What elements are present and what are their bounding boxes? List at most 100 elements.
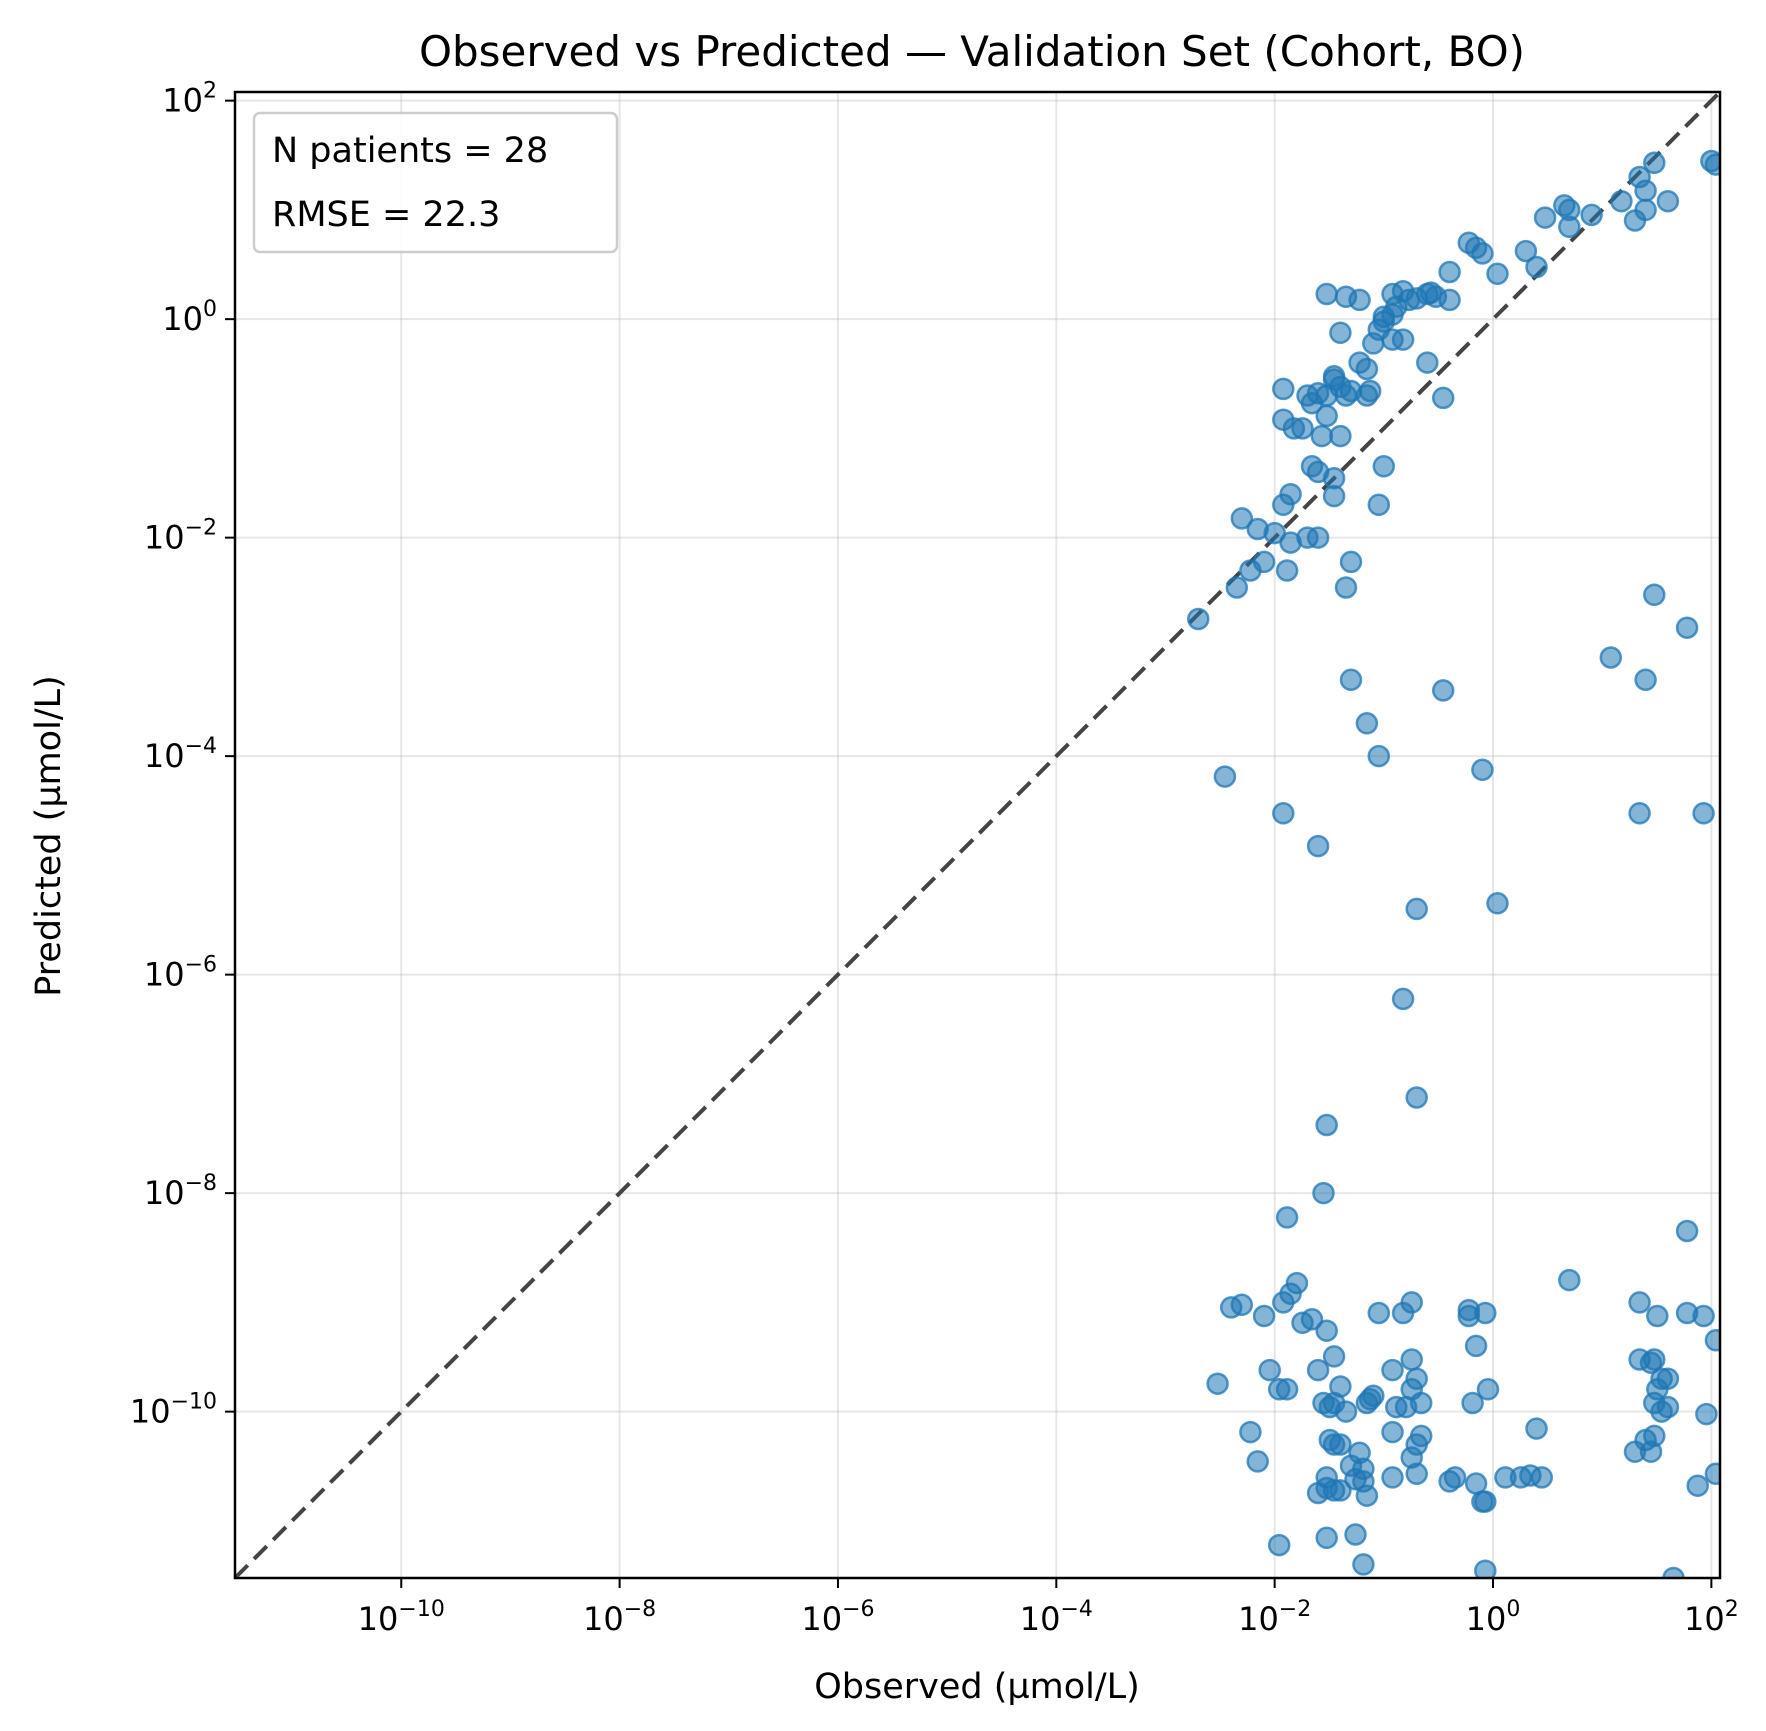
data-point: [1315, 404, 1338, 428]
data-point: [1405, 1086, 1428, 1109]
data-point: [1348, 288, 1371, 312]
data-point: [1514, 239, 1538, 263]
data-point: [1438, 288, 1461, 312]
data-point: [1474, 1301, 1497, 1325]
data-point: [1329, 1433, 1352, 1456]
data-point: [1461, 1391, 1484, 1415]
data-point: [1230, 507, 1254, 530]
data-point: [1279, 482, 1302, 506]
data-points: [1187, 149, 1720, 1578]
grid-lines: [235, 92, 1720, 1578]
data-point: [1643, 1424, 1666, 1448]
data-point: [1405, 897, 1428, 921]
data-point: [1533, 206, 1557, 229]
data-point: [1310, 424, 1334, 448]
data-point: [1272, 377, 1295, 401]
data-point: [1525, 255, 1548, 279]
y-tick-label: 10−10: [130, 1390, 217, 1431]
y-tick-label: 102: [162, 79, 217, 120]
data-point: [1464, 1334, 1488, 1358]
data-point: [1339, 668, 1363, 692]
data-point: [1643, 583, 1666, 607]
legend: N patients = 28 RMSE = 22.3: [252, 111, 619, 254]
chart-title: Observed vs Predicted — Validation Set (…: [419, 27, 1525, 76]
data-point: [1471, 758, 1494, 782]
data-point: [1315, 1113, 1338, 1137]
y-tick-label: 10−8: [144, 1171, 217, 1212]
data-point: [1300, 1308, 1324, 1331]
data-point: [1580, 203, 1603, 227]
data-point: [1239, 1420, 1262, 1444]
y-tick-label: 10−6: [144, 953, 217, 994]
data-point: [1692, 1304, 1715, 1328]
data-point: [1306, 526, 1330, 549]
data-point: [1315, 1319, 1338, 1342]
data-point: [1438, 260, 1461, 284]
y-tick-label: 10−2: [144, 516, 217, 557]
data-point: [1628, 802, 1651, 825]
data-point: [1474, 1559, 1497, 1578]
data-point: [1322, 466, 1346, 490]
data-point: [1692, 802, 1715, 825]
data-point: [1686, 1474, 1709, 1497]
data-point: [1662, 1566, 1685, 1578]
data-point: [1230, 1293, 1254, 1317]
x-axis-title: Observed (µmol/L): [814, 1667, 1140, 1707]
data-point: [1187, 607, 1210, 631]
data-point: [1610, 189, 1633, 213]
data-point: [1695, 1402, 1718, 1426]
data-point: [1272, 802, 1295, 825]
data-point: [1643, 151, 1666, 175]
x-tick-label: 10−8: [583, 1597, 656, 1638]
data-point: [1400, 1446, 1423, 1469]
data-point: [1367, 493, 1391, 517]
data-point: [1355, 357, 1379, 381]
legend-line-patients: N patients = 28: [272, 131, 548, 171]
data-point: [1486, 262, 1509, 286]
data-point: [1355, 712, 1379, 735]
data-point: [1334, 576, 1358, 599]
x-tick-label: 102: [1684, 1597, 1739, 1638]
legend-box: [252, 111, 619, 254]
data-point: [1275, 559, 1299, 582]
data-point: [1628, 1291, 1651, 1314]
data-point: [1486, 892, 1509, 915]
data-point: [1704, 153, 1720, 176]
data-point: [1329, 321, 1352, 345]
x-tick-label: 10−6: [801, 1597, 874, 1638]
data-point: [1339, 550, 1363, 574]
data-point: [1362, 1384, 1385, 1407]
data-point: [1675, 616, 1699, 639]
x-tick-label: 10−2: [1238, 1597, 1311, 1638]
data-point: [1599, 646, 1623, 669]
data-point: [1381, 1420, 1404, 1444]
data-point: [1391, 987, 1415, 1011]
data-point: [1391, 328, 1415, 351]
x-axis-ticks: 10−10 10−8 10−6 10−4 10−2 100 102: [358, 1578, 1739, 1638]
plot-frame: [233, 90, 1722, 1580]
data-point: [1409, 1391, 1433, 1415]
data-point: [1272, 1291, 1295, 1314]
y-axis-ticks: 10−10 10−8 10−6 10−4 10−2 100 102: [130, 79, 235, 1431]
data-point: [1367, 744, 1391, 768]
data-point: [1322, 1345, 1346, 1368]
data-point: [1704, 1462, 1720, 1486]
data-point: [1246, 1450, 1269, 1473]
data-point: [1643, 1348, 1666, 1371]
data-point: [1306, 1358, 1330, 1382]
data-point: [1405, 1367, 1428, 1390]
data-point: [1431, 679, 1455, 702]
data-point: [1656, 189, 1680, 213]
data-point: [1656, 1367, 1680, 1390]
y-tick-label: 10−4: [144, 734, 217, 775]
data-point: [1367, 1301, 1391, 1325]
data-point: [1634, 668, 1657, 692]
data-point: [1558, 1268, 1581, 1292]
data-point: [1352, 1553, 1375, 1576]
data-point: [1275, 1206, 1299, 1229]
data-point: [1329, 1479, 1352, 1502]
data-point: [1704, 1329, 1720, 1352]
data-point: [1213, 765, 1237, 788]
data-point: [1381, 1466, 1404, 1489]
